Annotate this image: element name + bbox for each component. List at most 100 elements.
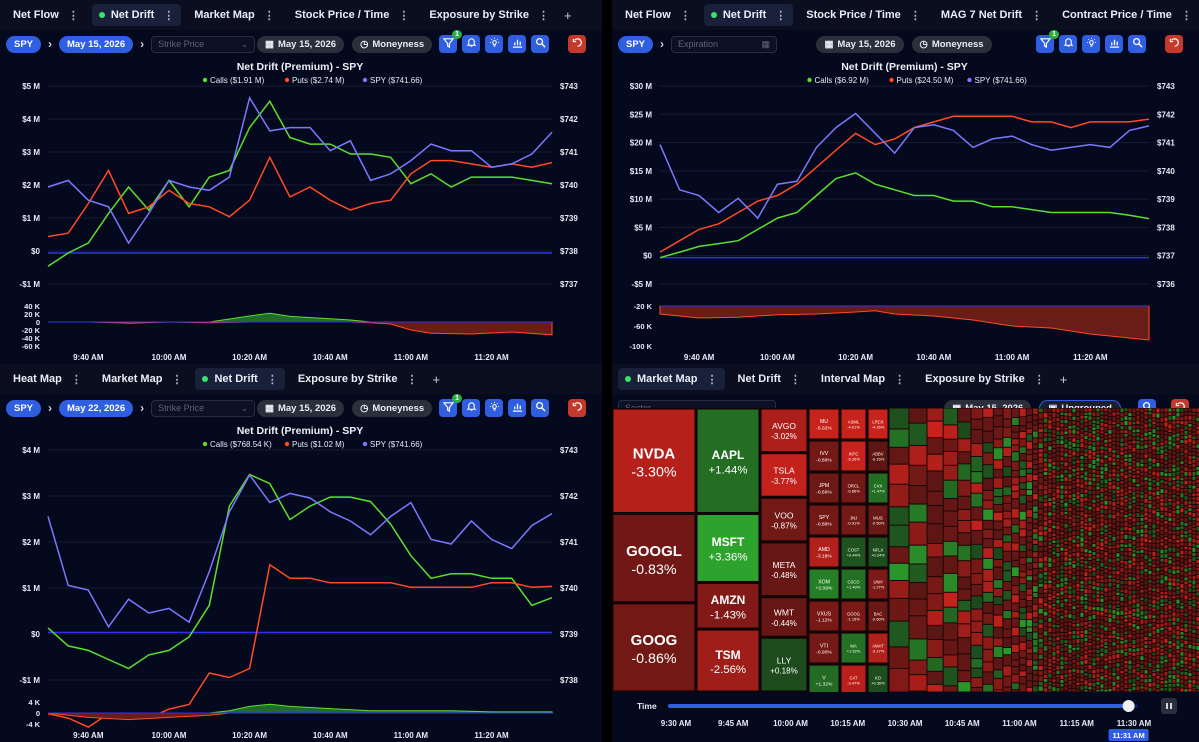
small-stock-tile[interactable] — [1148, 607, 1152, 610]
small-stock-tile[interactable] — [1068, 528, 1072, 532]
small-stock-tile[interactable] — [1064, 416, 1068, 419]
small-stock-tile[interactable] — [1084, 672, 1088, 676]
small-stock-tile[interactable] — [1043, 507, 1048, 512]
small-stock-tile[interactable] — [1136, 667, 1140, 671]
small-stock-tile[interactable] — [1128, 600, 1132, 605]
small-stock-tile[interactable] — [1026, 474, 1033, 482]
small-stock-tile[interactable] — [1168, 678, 1172, 683]
small-stock-tile[interactable] — [1152, 413, 1156, 418]
small-stock-tile[interactable] — [1060, 551, 1064, 556]
small-stock-tile[interactable] — [1064, 412, 1068, 416]
small-stock-tile[interactable] — [1132, 649, 1136, 652]
small-stock-tile[interactable] — [993, 646, 1003, 658]
small-stock-tile[interactable] — [1136, 638, 1140, 643]
small-stock-tile[interactable] — [993, 488, 1003, 496]
small-stock-tile[interactable] — [1060, 648, 1064, 652]
field-input[interactable] — [158, 39, 237, 49]
small-stock-tile[interactable] — [1136, 580, 1140, 584]
small-stock-tile[interactable] — [1084, 419, 1088, 422]
small-stock-tile[interactable] — [1100, 660, 1104, 665]
small-stock-tile[interactable] — [1080, 656, 1084, 660]
small-stock-tile[interactable] — [1056, 621, 1060, 625]
small-stock-tile[interactable] — [1140, 498, 1144, 502]
small-stock-tile[interactable] — [1120, 548, 1124, 552]
small-stock-tile[interactable] — [1148, 599, 1152, 603]
small-stock-tile[interactable] — [1072, 680, 1076, 684]
small-stock-tile[interactable] — [1088, 670, 1092, 673]
small-stock-tile[interactable] — [1026, 509, 1033, 517]
small-stock-tile[interactable] — [1064, 636, 1068, 640]
small-stock-tile[interactable] — [1052, 422, 1056, 426]
small-stock-tile[interactable] — [1176, 586, 1180, 590]
small-stock-tile[interactable] — [1012, 660, 1019, 666]
small-stock-tile[interactable] — [1196, 493, 1199, 496]
small-stock-tile[interactable] — [1100, 408, 1104, 411]
small-stock-tile[interactable] — [1132, 440, 1136, 444]
small-stock-tile[interactable] — [1192, 493, 1196, 497]
small-stock-tile[interactable] — [1026, 550, 1033, 557]
small-stock-tile[interactable] — [1100, 459, 1104, 463]
small-stock-tile[interactable] — [1052, 660, 1056, 664]
small-stock-tile[interactable] — [1104, 536, 1108, 540]
small-stock-tile[interactable] — [1192, 633, 1196, 637]
small-stock-tile[interactable] — [1100, 471, 1104, 474]
small-stock-tile[interactable] — [1124, 548, 1128, 552]
treemap-tile-msft[interactable]: MSFT+3.36% — [696, 513, 760, 582]
small-stock-tile[interactable] — [1072, 480, 1076, 484]
small-stock-tile[interactable] — [1164, 473, 1168, 477]
small-stock-tile[interactable] — [1068, 669, 1072, 673]
small-stock-tile[interactable] — [1092, 619, 1096, 624]
small-stock-tile[interactable] — [1088, 673, 1092, 679]
tile-rect[interactable] — [867, 568, 889, 600]
small-stock-tile[interactable] — [1072, 477, 1076, 480]
small-stock-tile[interactable] — [1108, 592, 1112, 596]
small-stock-tile[interactable] — [1148, 583, 1152, 587]
small-stock-tile[interactable] — [1160, 571, 1164, 574]
small-stock-tile[interactable] — [1072, 543, 1076, 548]
small-stock-tile[interactable] — [1052, 603, 1056, 607]
small-stock-tile[interactable] — [1172, 547, 1176, 552]
small-stock-tile[interactable] — [889, 464, 909, 484]
small-stock-tile[interactable] — [1092, 543, 1096, 547]
small-stock-tile[interactable] — [1108, 509, 1112, 514]
small-stock-tile[interactable] — [983, 431, 993, 443]
small-stock-tile[interactable] — [1038, 443, 1043, 449]
small-stock-tile[interactable] — [1168, 595, 1172, 600]
small-stock-tile[interactable] — [1184, 675, 1188, 680]
small-stock-tile[interactable] — [1188, 653, 1192, 658]
small-stock-tile[interactable] — [1160, 480, 1164, 484]
small-stock-tile[interactable] — [958, 496, 971, 509]
small-stock-tile[interactable] — [1064, 453, 1068, 457]
small-stock-tile[interactable] — [1064, 656, 1068, 661]
small-stock-tile[interactable] — [889, 598, 909, 621]
small-stock-tile[interactable] — [1072, 553, 1076, 557]
small-stock-tile[interactable] — [983, 443, 993, 453]
small-stock-tile[interactable] — [1100, 422, 1104, 426]
small-stock-tile[interactable] — [1196, 461, 1199, 466]
small-stock-tile[interactable] — [1176, 408, 1180, 412]
small-stock-tile[interactable] — [1076, 540, 1080, 543]
small-stock-tile[interactable] — [1140, 441, 1144, 445]
small-stock-tile[interactable] — [1108, 623, 1112, 627]
small-stock-tile[interactable] — [1108, 646, 1112, 651]
small-stock-tile[interactable] — [1148, 654, 1152, 658]
small-stock-tile[interactable] — [1180, 550, 1184, 555]
small-stock-tile[interactable] — [1108, 473, 1112, 478]
small-stock-tile[interactable] — [1196, 504, 1199, 508]
kebab-icon[interactable]: ⋮ — [1180, 9, 1192, 22]
small-stock-tile[interactable] — [1060, 666, 1064, 670]
small-stock-tile[interactable] — [1108, 531, 1112, 535]
small-stock-tile[interactable] — [1128, 614, 1132, 618]
small-stock-tile[interactable] — [1156, 447, 1160, 451]
small-stock-tile[interactable] — [1152, 519, 1156, 524]
small-stock-tile[interactable] — [1076, 492, 1080, 495]
small-stock-tile[interactable] — [1156, 443, 1160, 447]
small-stock-tile[interactable] — [1048, 633, 1052, 637]
small-stock-tile[interactable] — [1164, 553, 1168, 558]
small-stock-tile[interactable] — [1056, 670, 1060, 674]
small-stock-tile[interactable] — [1060, 591, 1064, 595]
small-stock-tile[interactable] — [1108, 635, 1112, 639]
small-stock-tile[interactable] — [1100, 672, 1104, 676]
small-stock-tile[interactable] — [1152, 446, 1156, 450]
small-stock-tile[interactable] — [1160, 449, 1164, 454]
